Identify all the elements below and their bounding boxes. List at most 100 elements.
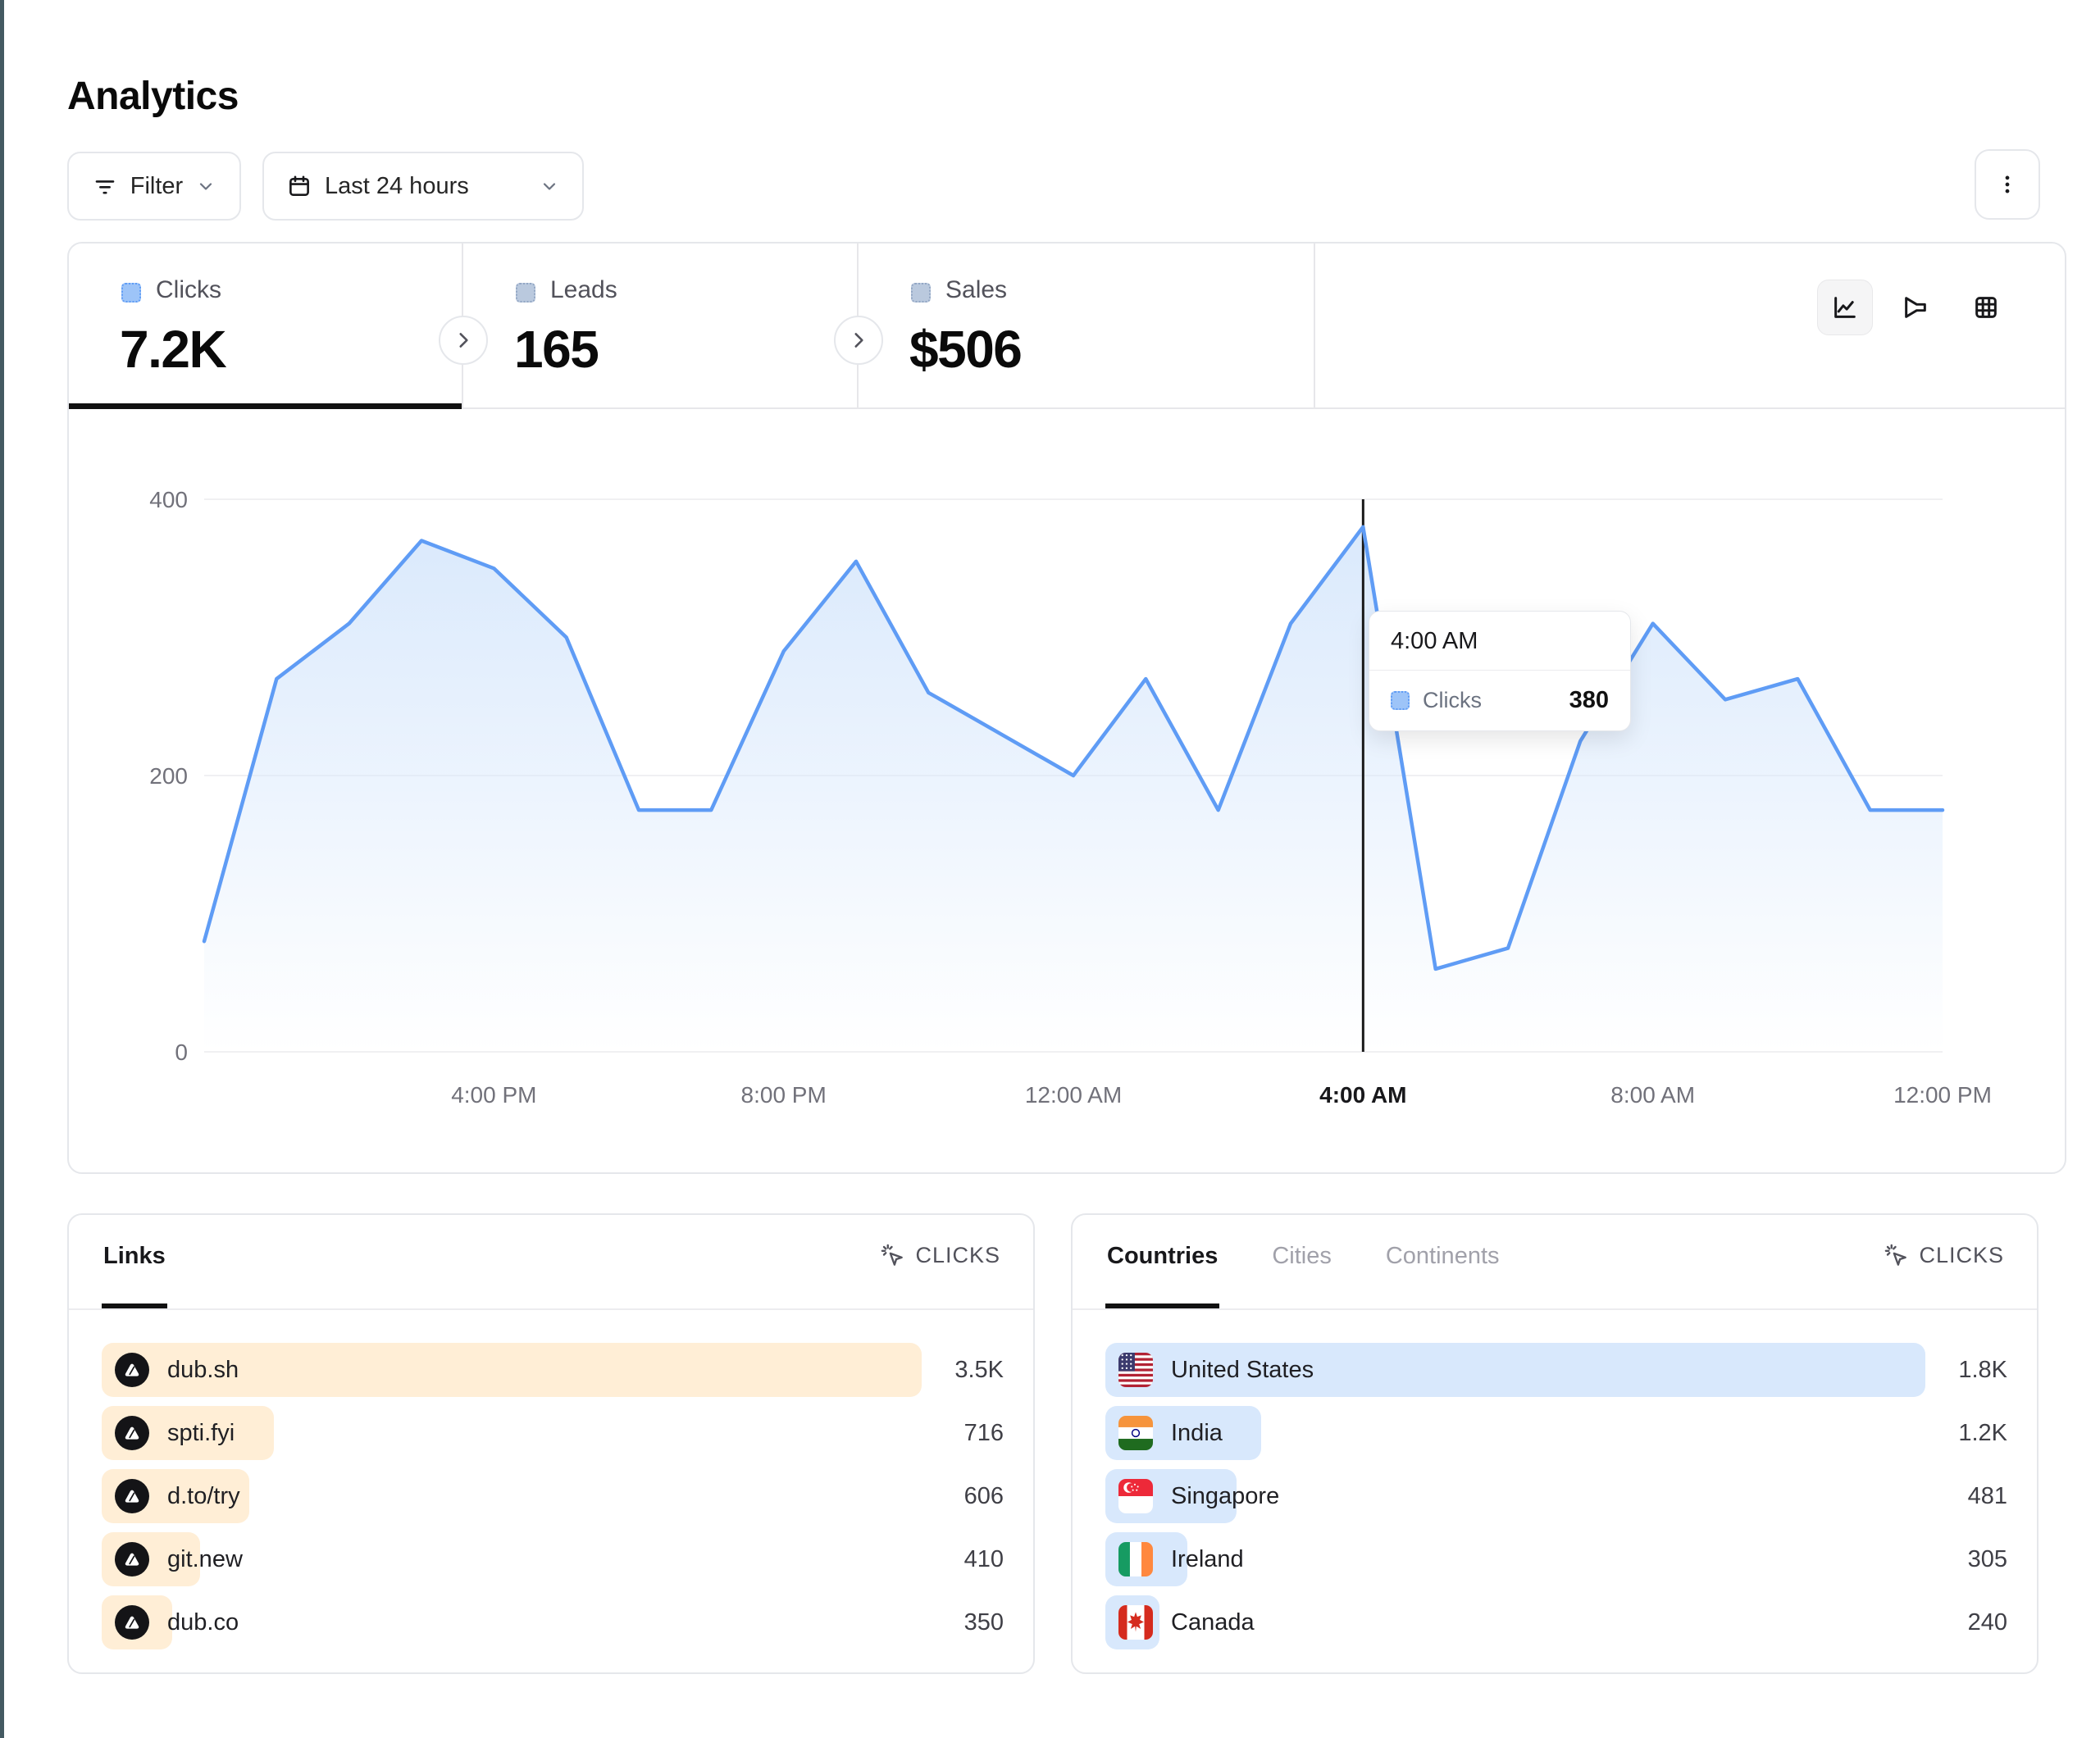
kebab-menu-icon: [1995, 172, 2020, 197]
more-options-button[interactable]: [1975, 149, 2040, 220]
country-row[interactable]: Singapore 481: [1105, 1469, 2007, 1523]
y-tick-label: 200: [149, 763, 188, 789]
country-row[interactable]: United States 1.8K: [1105, 1343, 2007, 1397]
x-tick-label: 8:00 AM: [1610, 1082, 1695, 1108]
link-label: spti.fyi: [167, 1419, 235, 1446]
links-panel-header: Links CLICKS: [69, 1215, 1033, 1310]
metric-value: 7.2K: [120, 320, 227, 379]
country-label: India: [1171, 1419, 1223, 1446]
link-value: 350: [963, 1608, 1004, 1636]
dub-favicon-icon: [115, 1416, 149, 1450]
link-label: dub.sh: [167, 1356, 239, 1383]
date-range-label: Last 24 hours: [325, 172, 469, 199]
link-bar: [102, 1343, 922, 1397]
dub-favicon-icon: [115, 1479, 149, 1513]
country-bar: [1105, 1343, 1925, 1397]
tooltip-time: 4:00 AM: [1369, 612, 1630, 671]
chevron-down-icon: [196, 176, 216, 196]
x-tick-label: 12:00 AM: [1025, 1082, 1122, 1108]
tab-sales[interactable]: Sales $506: [859, 243, 1315, 407]
metric-value: $506: [909, 320, 1023, 379]
tooltip-legend-swatch: [1391, 691, 1410, 710]
page-title: Analytics: [67, 75, 239, 119]
calendar-icon: [287, 174, 312, 198]
tooltip-series-label: Clicks: [1423, 688, 1482, 712]
link-value: 3.5K: [954, 1356, 1004, 1383]
link-row[interactable]: git.new 410: [102, 1532, 1004, 1586]
countries-metric-label: CLICKS: [1919, 1243, 2004, 1267]
x-tick-label: 4:00 AM: [1319, 1082, 1406, 1108]
country-label: Ireland: [1171, 1545, 1244, 1572]
country-value: 1.8K: [1958, 1356, 2007, 1383]
country-row[interactable]: Ireland 305: [1105, 1532, 2007, 1586]
line-chart-toggle[interactable]: [1817, 280, 1873, 335]
country-row[interactable]: India 1.2K: [1105, 1406, 2007, 1460]
countries-panel: Countries Cities Continents CLICKS United …: [1071, 1213, 2039, 1674]
links-metric-label: CLICKS: [915, 1243, 1000, 1267]
metric-value: 165: [514, 320, 599, 379]
link-row[interactable]: dub.sh 3.5K: [102, 1343, 1004, 1397]
link-label: git.new: [167, 1545, 243, 1572]
line-chart-icon: [1831, 293, 1859, 321]
link-row[interactable]: d.to/try 606: [102, 1469, 1004, 1523]
tab-links[interactable]: Links: [102, 1215, 167, 1308]
cycle-metric-button[interactable]: [834, 316, 883, 365]
tab-countries[interactable]: Countries: [1105, 1215, 1220, 1308]
tab-cities[interactable]: Cities: [1272, 1243, 1332, 1269]
country-row[interactable]: Canada 240: [1105, 1595, 2007, 1649]
funnel-chart-toggle[interactable]: [1888, 280, 1943, 335]
y-tick-label: 0: [175, 1040, 188, 1065]
filter-button[interactable]: Filter: [67, 152, 241, 221]
table-icon: [1972, 293, 2000, 321]
flag-in-icon: [1118, 1416, 1153, 1450]
chevron-down-icon: [540, 176, 559, 196]
link-row[interactable]: dub.co 350: [102, 1595, 1004, 1649]
link-value: 716: [963, 1419, 1004, 1446]
country-label: Canada: [1171, 1608, 1255, 1636]
tab-leads[interactable]: Leads 165: [463, 243, 859, 407]
links-metric-selector[interactable]: CLICKS: [881, 1243, 1000, 1268]
cycle-metric-button[interactable]: [439, 316, 488, 365]
metric-label: Leads: [550, 276, 617, 303]
tab-clicks[interactable]: Clicks 7.2K: [69, 243, 463, 409]
analytics-card: Clicks 7.2K Leads 165 Sales $506: [67, 242, 2066, 1174]
active-tab-underline: [69, 403, 462, 409]
chart-tooltip: 4:00 AM Clicks 380: [1369, 611, 1631, 731]
table-toggle[interactable]: [1958, 280, 2014, 335]
dub-favicon-icon: [115, 1605, 149, 1640]
funnel-chart-icon: [1902, 293, 1929, 321]
metric-tabs-row: Clicks 7.2K Leads 165 Sales $506: [69, 243, 2065, 409]
country-label: United States: [1171, 1356, 1314, 1383]
country-value: 481: [1967, 1482, 2007, 1509]
links-list: dub.sh 3.5K spti.fyi 716 d.to/try 606 git.new 4…: [102, 1343, 1004, 1658]
link-value: 410: [963, 1545, 1004, 1572]
country-value: 240: [1967, 1608, 2007, 1636]
x-tick-label: 12:00 PM: [1893, 1082, 1992, 1108]
x-tick-label: 4:00 PM: [451, 1082, 536, 1108]
clicks-time-series-chart[interactable]: 0 200 400 4:00 PM 8:00 PM 12:00 AM 4:00 AM 8:00…: [69, 409, 2065, 1174]
chart-type-toggle-group: [1817, 280, 2014, 335]
cursor-click-icon: [881, 1244, 905, 1268]
countries-metric-selector[interactable]: CLICKS: [1884, 1243, 2004, 1268]
link-label: d.to/try: [167, 1482, 240, 1509]
link-row[interactable]: spti.fyi 716: [102, 1406, 1004, 1460]
flag-us-icon: [1118, 1353, 1153, 1387]
window-edge-strip: [0, 0, 4, 1738]
cursor-click-icon: [1884, 1244, 1909, 1268]
metric-label: Clicks: [156, 276, 221, 303]
clicks-line: [202, 525, 1945, 971]
countries-panel-header: Countries Cities Continents CLICKS: [1073, 1215, 2037, 1310]
link-label: dub.co: [167, 1608, 239, 1636]
dub-favicon-icon: [115, 1353, 149, 1387]
clicks-legend-swatch: [121, 283, 141, 303]
flag-ie-icon: [1118, 1542, 1153, 1576]
tab-continents[interactable]: Continents: [1385, 1243, 1500, 1269]
metric-label: Sales: [945, 276, 1008, 303]
dub-favicon-icon: [115, 1542, 149, 1576]
date-range-button[interactable]: Last 24 hours: [262, 152, 584, 221]
filter-button-label: Filter: [130, 172, 184, 199]
filter-lines-icon: [93, 174, 117, 198]
chart-canvas: 0 200 400 4:00 PM 8:00 PM 12:00 AM 4:00 AM 8:00…: [149, 487, 1992, 1108]
link-value: 606: [963, 1482, 1004, 1509]
country-value: 1.2K: [1958, 1419, 2007, 1446]
